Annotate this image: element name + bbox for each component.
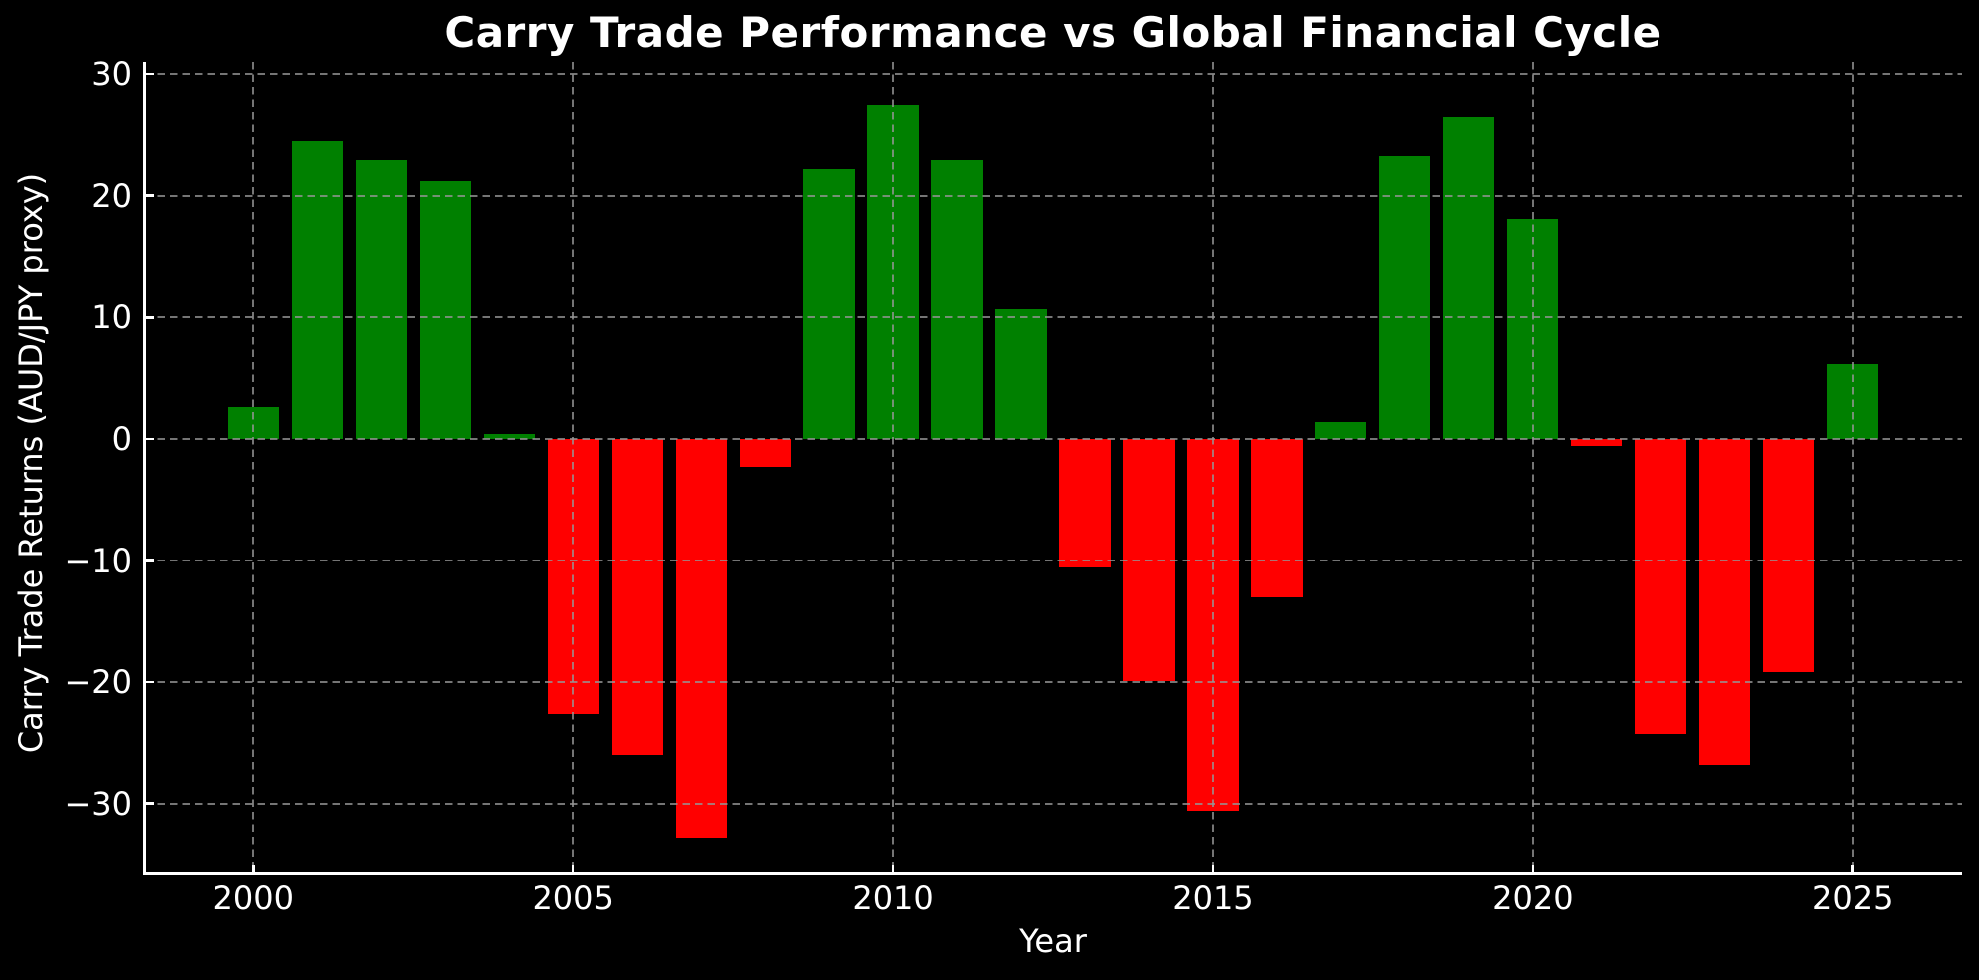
x-tick-2000 [252, 865, 255, 873]
x-axis-line [143, 871, 1962, 875]
bar-2018 [1379, 155, 1431, 439]
gridline-x-2020 [1531, 62, 1534, 873]
y-tick-label--30: −30 [64, 784, 132, 823]
bar-2001 [291, 141, 343, 439]
gridline-y--30 [144, 802, 1962, 805]
x-tick-2010 [891, 865, 895, 873]
x-tick-label-2005: 2005 [532, 879, 614, 917]
y-tick-20 [144, 194, 154, 197]
bar-2013 [1059, 438, 1111, 567]
x-tick-2020 [1531, 865, 1535, 873]
x-tick-label-2015: 2015 [1172, 879, 1254, 917]
bar-2003 [419, 181, 471, 439]
x-axis-label: Year [1019, 922, 1087, 960]
bar-2004 [483, 434, 535, 439]
bar-2012 [995, 308, 1047, 439]
y-tick--10 [144, 559, 154, 562]
bar-2021 [1571, 438, 1623, 447]
bar-2023 [1699, 438, 1751, 765]
x-tick-2005 [571, 865, 575, 873]
y-tick-label--10: −10 [64, 541, 132, 580]
gridline-y-20 [144, 194, 1962, 197]
bar-2024 [1763, 438, 1815, 673]
y-tick-label--20: −20 [64, 663, 132, 702]
y-tick-10 [144, 316, 154, 319]
bar-2009 [803, 168, 855, 439]
bar-2017 [1315, 421, 1367, 439]
x-tick-label-2020: 2020 [1492, 879, 1574, 917]
gridline-y--10 [144, 559, 1962, 562]
x-tick-2025 [1851, 865, 1854, 873]
y-tick-30 [144, 72, 154, 76]
x-tick-label-2025: 2025 [1812, 879, 1894, 917]
gridline-x-2005 [572, 62, 575, 873]
bar-2022 [1635, 438, 1687, 735]
gridline-x-2000 [252, 62, 255, 873]
bar-2008 [739, 438, 791, 467]
gridline-y-30 [144, 73, 1962, 76]
bar-2006 [611, 438, 663, 756]
x-tick-label-2010: 2010 [852, 879, 934, 917]
plot-area [144, 62, 1962, 873]
bar-2007 [675, 438, 727, 838]
x-tick-2015 [1211, 865, 1215, 873]
y-tick-label-30: 30 [91, 55, 132, 94]
gridline-x-2010 [892, 62, 894, 873]
y-axis-line [143, 62, 146, 874]
y-tick-label-20: 20 [91, 176, 132, 215]
bar-2002 [355, 160, 407, 439]
y-tick--30 [144, 802, 154, 805]
bar-2019 [1443, 116, 1495, 439]
bar-2011 [931, 160, 983, 439]
y-tick-0 [144, 437, 154, 441]
bar-2016 [1251, 438, 1303, 597]
y-tick-label-0: 0 [111, 419, 132, 458]
gridline-y--20 [144, 681, 1962, 683]
y-tick--20 [144, 680, 154, 684]
gridline-y-0 [144, 438, 1962, 440]
gridline-x-2015 [1212, 62, 1214, 873]
chart-title: Carry Trade Performance vs Global Financ… [444, 8, 1662, 57]
gridline-y-10 [144, 316, 1962, 319]
gridline-x-2025 [1851, 62, 1854, 873]
x-tick-label-2000: 2000 [212, 879, 294, 917]
y-tick-label-10: 10 [91, 298, 132, 337]
